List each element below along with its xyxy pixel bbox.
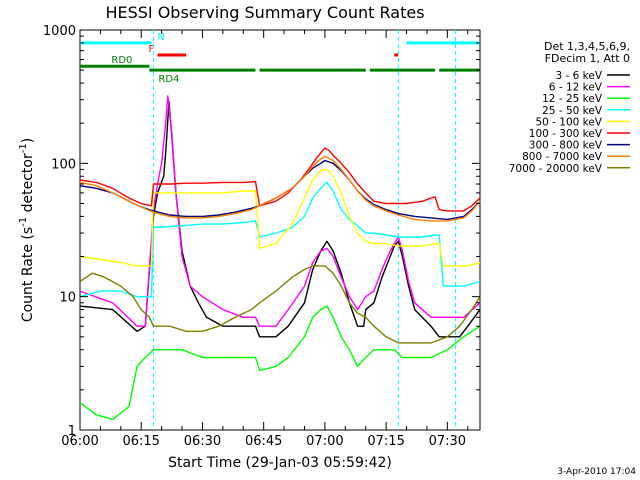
y-tick-label-1: 10 <box>59 291 76 306</box>
y-axis-label: Count Rate (s-1 detector-1) <box>18 138 36 322</box>
x-tick-label-0: 06:00 <box>61 434 98 449</box>
legend-label-5: 100 - 300 keV <box>529 128 603 140</box>
legend-label-1: 6 - 12 keV <box>549 82 603 94</box>
series-line-300-800-kev <box>79 159 481 221</box>
legend-label-6: 300 - 800 keV <box>529 140 603 152</box>
flag-rd4-label: RD4 <box>158 74 179 85</box>
series-group <box>79 95 481 421</box>
axes-group: 06:00 06:15 06:30 06:45 07:00 07:15 07:30 1 10 10… <box>43 24 480 449</box>
x-tick-label-3: 06:45 <box>245 434 282 449</box>
legend-label-2: 12 - 25 keV <box>542 93 603 105</box>
y-tick-label-0: 1 <box>68 424 76 439</box>
series-line-25-50-kev <box>79 181 481 298</box>
x-tick-label-6: 07:30 <box>429 434 466 449</box>
date-stamp: 3-Apr-2010 17:04 <box>557 467 636 477</box>
legend-header-1: FDecim 1, Att 0 <box>545 52 630 65</box>
legend-header-0: Det 1,3,4,5,6,9, <box>544 40 630 53</box>
legend-label-0: 3 - 6 keV <box>555 70 602 82</box>
series-line-6-12-kev <box>79 95 481 327</box>
series-line-3-6-kev <box>79 100 481 338</box>
x-tick-label-2: 06:30 <box>184 434 221 449</box>
series-line-50-100-kev <box>79 168 481 267</box>
y-tick-label-3: 1000 <box>43 24 76 39</box>
legend: Det 1,3,4,5,6,9,FDecim 1, Att 0 3 - 6 keV… <box>509 40 630 175</box>
y-tick-label-2: 100 <box>51 157 76 172</box>
event-lines <box>152 30 457 430</box>
series-line-800-7000-kev <box>79 155 481 222</box>
x-tick-label-4: 07:00 <box>306 434 343 449</box>
legend-label-8: 7000 - 20000 keV <box>509 163 603 175</box>
series-line-12-25-kev <box>79 305 481 421</box>
plot-area <box>79 29 481 431</box>
x-tick-label-5: 07:15 <box>367 434 404 449</box>
flag-f-label: F <box>149 44 155 55</box>
legend-label-3: 25 - 50 keV <box>542 105 603 117</box>
legend-label-7: 800 - 7000 keV <box>522 151 603 163</box>
chart-title: HESSI Observing Summary Count Rates <box>105 3 424 22</box>
x-axis-label: Start Time (29-Jan-03 05:59:42) <box>168 455 392 471</box>
instrument-flags: NF RD0 RD4 <box>80 32 480 85</box>
flag-n-label: N <box>157 32 164 43</box>
series-line-100-300-kev <box>79 147 481 212</box>
x-tick-label-1: 06:15 <box>122 434 159 449</box>
legend-label-4: 50 - 100 keV <box>535 116 602 128</box>
flag-rd0-label: RD0 <box>111 55 132 66</box>
series-line-7000-20000-kev <box>79 265 481 344</box>
